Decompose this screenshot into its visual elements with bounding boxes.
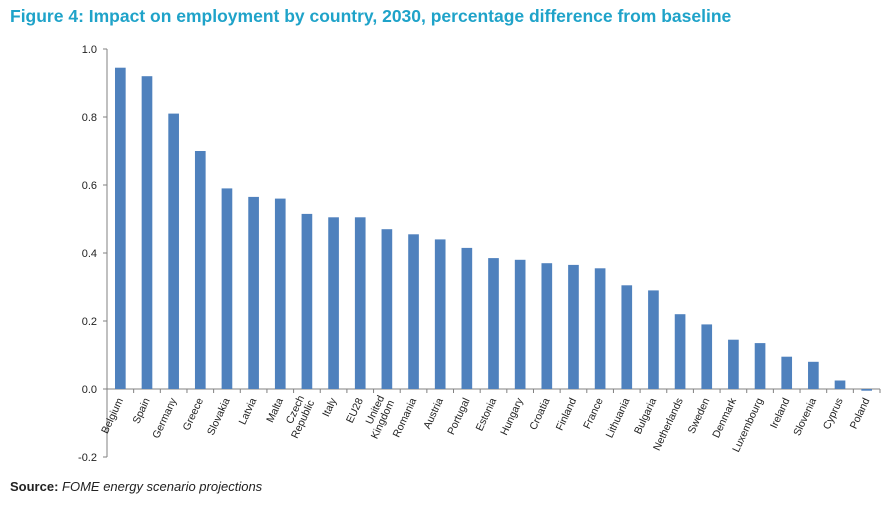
y-tick-label: 0.2 (82, 316, 97, 328)
bar-chart: 1.0 0.8 0.6 0.4 0.2 0.0 -0.2 Belgium SpainGerma… (78, 44, 881, 464)
bar-belgium (114, 67, 126, 389)
x-tick-label: Finland (554, 396, 579, 432)
x-tick-label: Bulgaria (632, 396, 659, 436)
x-tick-label: Lithuania (604, 396, 633, 440)
x-tick-label: CzechRepublic (279, 394, 317, 441)
y-tick-label: -0.2 (78, 452, 97, 464)
source-label: Source: (10, 479, 59, 494)
bar-czech-republic (301, 213, 313, 389)
bar-netherlands (674, 314, 686, 389)
bar-united-kingdom (381, 229, 393, 389)
bar-romania (408, 234, 419, 389)
bar-lithuania (621, 285, 633, 389)
bar-eu28 (354, 217, 366, 389)
x-tick-label: Slovakia (205, 396, 233, 437)
bar-poland (861, 389, 873, 391)
bars (114, 67, 873, 391)
bar-cyprus (834, 380, 846, 389)
y-tick-label: 0.4 (82, 248, 97, 260)
x-tick-label: Cyprus (821, 396, 846, 431)
x-tick-label: Malta (264, 396, 286, 424)
x-ticks (106, 389, 881, 393)
x-tick-label: Sweden (686, 396, 713, 436)
bar-sweden (701, 324, 713, 389)
bar-spain (141, 76, 153, 389)
bar-france (594, 268, 606, 389)
bar-croatia (541, 263, 553, 389)
x-tick-label: Greece (181, 396, 206, 432)
x-tick-label: Germany (150, 396, 179, 441)
y-tick-label: 0.6 (82, 180, 97, 192)
source-note: Source: FOME energy scenario projections (10, 479, 262, 494)
bar-italy (328, 217, 339, 389)
chart-title: Figure 4: Impact on employment by countr… (10, 6, 732, 26)
x-tick-label: Denmark (710, 396, 739, 440)
x-tick-label: Poland (848, 396, 873, 431)
x-tick-label: Hungary (498, 396, 526, 438)
source-text: FOME energy scenario projections (62, 479, 263, 494)
bar-slovenia (808, 361, 819, 389)
bar-austria (434, 239, 446, 389)
bar-bulgaria (648, 290, 659, 389)
x-tick-label: Slovenia (791, 396, 819, 438)
bar-finland (568, 264, 579, 389)
y-tick-label: 0.0 (82, 384, 97, 396)
bar-ireland (781, 356, 793, 389)
bar-denmark (728, 339, 739, 389)
x-tick-label: Austria (421, 396, 446, 431)
x-tick-label: France (581, 396, 606, 431)
bar-malta (274, 198, 286, 389)
x-tick-label: Spain (130, 396, 152, 426)
y-tick-label: 1.0 (82, 44, 97, 56)
bar-luxembourg (754, 343, 766, 389)
bar-estonia (488, 258, 499, 389)
bar-hungary (514, 259, 526, 389)
bar-greece (194, 151, 206, 389)
y-ticks: 1.0 0.8 0.6 0.4 0.2 0.0 -0.2 (78, 44, 107, 464)
x-tick-label: Italy (320, 396, 339, 419)
x-tick-label: Belgium (99, 396, 126, 436)
y-tick-label: 0.8 (82, 112, 97, 124)
bar-latvia (248, 196, 259, 389)
x-tick-label: Ireland (768, 396, 793, 430)
bar-slovakia (221, 188, 233, 389)
x-tick-label: Estonia (474, 396, 500, 433)
x-tick-label: Croatia (527, 396, 552, 432)
bar-germany (168, 113, 179, 389)
bar-portugal (461, 247, 473, 389)
y-axis: 1.0 0.8 0.6 0.4 0.2 0.0 -0.2 (78, 44, 108, 464)
x-tick-label: Latvia (237, 396, 260, 427)
x-tick-label: Portugal (445, 396, 472, 437)
